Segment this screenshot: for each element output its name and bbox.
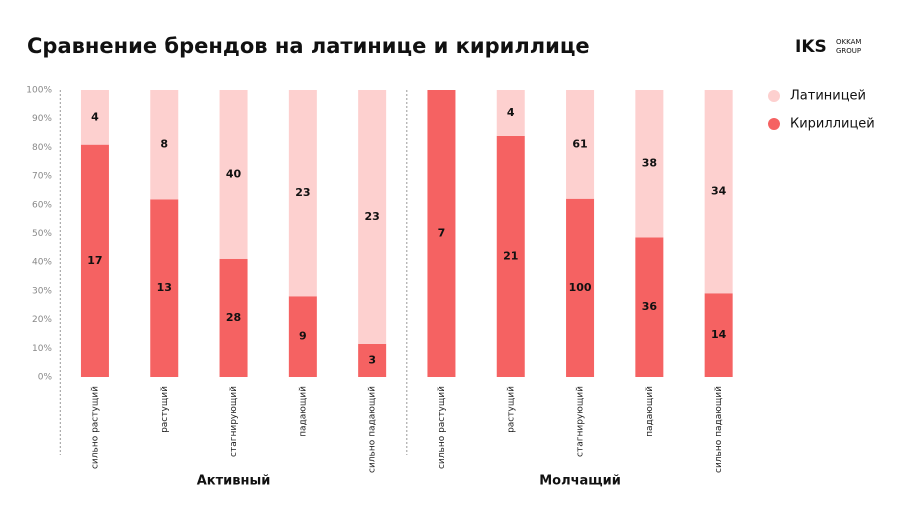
bar-segment bbox=[566, 90, 595, 199]
y-tick-label: 20% bbox=[32, 315, 52, 325]
x-tick-label: падающий bbox=[645, 386, 655, 437]
logo-text: GROUP bbox=[836, 47, 861, 55]
group-label: Активный bbox=[197, 474, 271, 489]
value-label: 23 bbox=[295, 186, 310, 199]
chart-title: Сравнение брендов на латинице и кириллиц… bbox=[27, 34, 590, 58]
value-label: 4 bbox=[91, 110, 99, 123]
x-tick-label: падающий bbox=[298, 386, 308, 437]
bar-segment bbox=[80, 90, 109, 145]
y-tick-label: 100% bbox=[26, 86, 52, 96]
y-tick-label: 10% bbox=[32, 344, 52, 354]
y-tick-label: 70% bbox=[32, 172, 52, 182]
value-label: 3 bbox=[368, 353, 376, 366]
bar-segment bbox=[635, 90, 664, 238]
bar-segment bbox=[496, 135, 525, 377]
bar-segment bbox=[635, 237, 664, 377]
value-label: 23 bbox=[364, 210, 379, 223]
value-label: 21 bbox=[503, 249, 518, 262]
y-tick-label: 0% bbox=[38, 373, 53, 383]
value-label: 100 bbox=[569, 281, 592, 294]
y-tick-label: 60% bbox=[32, 200, 52, 210]
x-tick-label: сильно падающий bbox=[368, 386, 378, 473]
logo-text: OKKAM bbox=[836, 38, 861, 46]
x-tick-label: сильно падающий bbox=[714, 386, 724, 473]
x-tick-label: растущий bbox=[160, 386, 170, 433]
x-tick-label: сильно растущий bbox=[90, 386, 100, 469]
legend-label: Латиницей bbox=[790, 89, 866, 104]
y-tick-label: 90% bbox=[32, 114, 52, 124]
bar-segment bbox=[150, 90, 179, 200]
x-tick-label: растущий bbox=[506, 386, 516, 433]
value-label: 14 bbox=[711, 328, 727, 341]
bar-segment bbox=[566, 198, 595, 377]
value-label: 8 bbox=[160, 138, 168, 151]
logo-mark: IKS bbox=[795, 37, 827, 57]
y-tick-label: 40% bbox=[32, 258, 52, 268]
y-tick-label: 80% bbox=[32, 143, 52, 153]
bar-segment bbox=[358, 90, 387, 344]
y-tick-label: 30% bbox=[32, 286, 52, 296]
bar-segment bbox=[219, 90, 248, 259]
bar-segment bbox=[219, 258, 248, 377]
value-label: 7 bbox=[438, 227, 446, 240]
bar-segment bbox=[496, 90, 525, 136]
bar-segment bbox=[427, 90, 456, 377]
bar-segment bbox=[704, 90, 733, 294]
x-tick-label: стагнирующий bbox=[576, 386, 586, 457]
value-label: 17 bbox=[87, 254, 102, 267]
value-label: 34 bbox=[711, 185, 727, 198]
group-label: Молчащий bbox=[539, 474, 621, 489]
bar-segment bbox=[358, 343, 387, 377]
y-tick-label: 50% bbox=[32, 229, 52, 239]
legend-swatch bbox=[768, 118, 780, 130]
value-label: 28 bbox=[226, 311, 241, 324]
value-label: 13 bbox=[157, 281, 172, 294]
value-label: 4 bbox=[507, 106, 515, 119]
bar-segment bbox=[80, 144, 109, 377]
value-label: 38 bbox=[642, 157, 657, 170]
bar-segment bbox=[288, 90, 317, 297]
bar-segment bbox=[704, 293, 733, 377]
bar-segment bbox=[288, 296, 317, 377]
x-tick-label: сильно растущий bbox=[437, 386, 447, 469]
value-label: 61 bbox=[572, 137, 587, 150]
value-label: 40 bbox=[226, 167, 242, 180]
legend-swatch bbox=[768, 90, 780, 102]
value-label: 36 bbox=[642, 300, 658, 313]
legend-label: Кириллицей bbox=[790, 117, 875, 132]
x-tick-label: стагнирующий bbox=[229, 386, 239, 457]
value-label: 9 bbox=[299, 330, 307, 343]
bar-segment bbox=[150, 199, 179, 377]
